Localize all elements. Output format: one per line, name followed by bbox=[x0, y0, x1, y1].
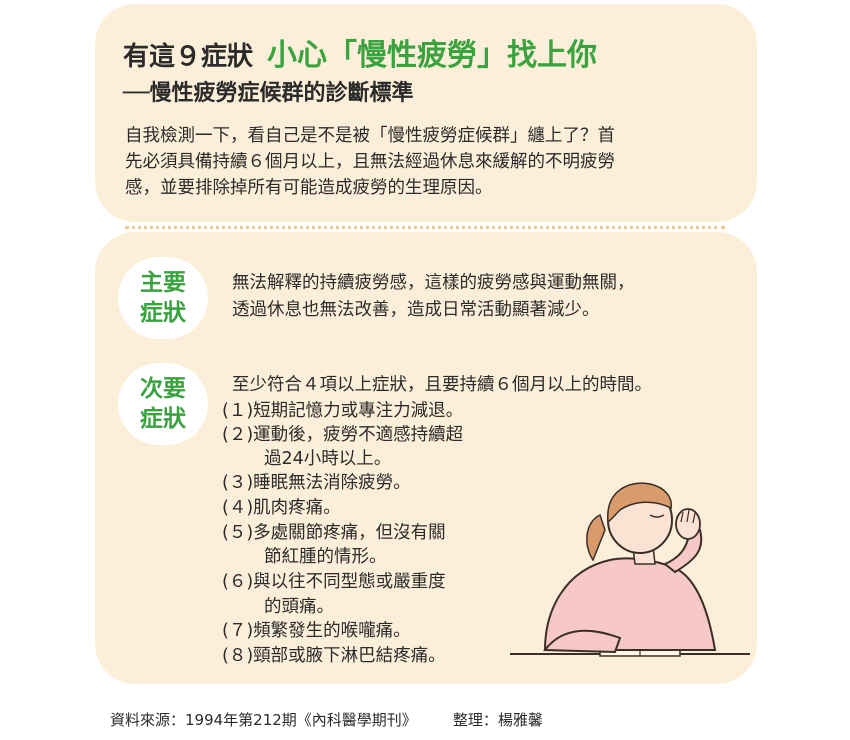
main-symptom-line: 透過休息也無法改善，造成日常活動顯著減少。 bbox=[232, 300, 600, 320]
intro-line: 自我檢測一下，看自己是不是被「慢性疲勞症候群」纏上了？首 bbox=[125, 126, 615, 146]
list-item: (４)肌肉疼痛。 bbox=[222, 498, 341, 518]
list-item: (５)多處關節疼痛，但沒有關 bbox=[222, 523, 446, 543]
badge-text: 症狀 bbox=[140, 300, 186, 326]
badge-text: 主要 bbox=[140, 270, 186, 296]
list-item-continuation: 節紅腫的情形。 bbox=[264, 547, 387, 567]
list-item: (６)與以往不同型態或嚴重度 bbox=[222, 572, 446, 592]
main-symptom-text: 無法解釋的持續疲勞感，這樣的疲勞感與運動無關， 透過休息也無法改善，造成日常活動… bbox=[232, 270, 742, 324]
secondary-symptom-intro: 至少符合４項以上症狀，且要持續６個月以上的時間。 bbox=[232, 375, 652, 395]
list-item-continuation: 過24小時以上。 bbox=[264, 449, 392, 469]
main-symptom-badge: 主要 症狀 bbox=[118, 257, 208, 339]
page-subtitle: ──慢性疲勞症候群的診斷標準 bbox=[123, 81, 414, 106]
source-footer: 資料來源：1994年第212期《內科醫學期刊》 整理：楊雅馨 bbox=[110, 709, 543, 730]
source-citation: 資料來源：1994年第212期《內科醫學期刊》 bbox=[110, 711, 417, 729]
intro-line: 先必須具備持續６個月以上，且無法經過休息來緩解的不明疲勞 bbox=[125, 152, 615, 172]
list-item: (３)睡眠無法消除疲勞。 bbox=[222, 473, 411, 493]
dotted-divider bbox=[125, 226, 725, 229]
editor-credit: 整理：楊雅馨 bbox=[452, 711, 543, 729]
list-item: (８)頸部或腋下淋巴結疼痛。 bbox=[222, 646, 446, 666]
list-item: (２)運動後，疲勞不適感持續超 bbox=[222, 425, 464, 445]
badge-text: 症狀 bbox=[140, 406, 186, 432]
intro-paragraph: 自我檢測一下，看自己是不是被「慢性疲勞症候群」纏上了？首 先必須具備持續６個月以… bbox=[125, 123, 735, 201]
left-arm bbox=[543, 629, 622, 654]
intro-card bbox=[95, 4, 757, 222]
main-symptom-line: 無法解釋的持續疲勞感，這樣的疲勞感與運動無關， bbox=[232, 273, 635, 293]
page-title: 有這９症狀 小心「慢性疲勞」找上你 bbox=[123, 30, 597, 74]
list-item: (７)頻繁發生的喉嚨痛。 bbox=[222, 621, 411, 641]
ponytail bbox=[586, 513, 606, 562]
tired-woman-illustration bbox=[510, 482, 750, 657]
list-item-continuation: 的頭痛。 bbox=[264, 597, 334, 617]
title-highlight: 小心「慢性疲勞」找上你 bbox=[267, 38, 598, 73]
title-prefix: 有這９症狀 bbox=[123, 42, 254, 72]
intro-line: 感，並要排除掉所有可能造成疲勞的生理原因。 bbox=[125, 178, 493, 198]
secondary-symptom-badge: 次要 症狀 bbox=[118, 363, 208, 445]
list-item: (１)短期記憶力或專注力減退。 bbox=[222, 401, 464, 421]
hair bbox=[607, 482, 673, 524]
badge-text: 次要 bbox=[140, 376, 186, 402]
